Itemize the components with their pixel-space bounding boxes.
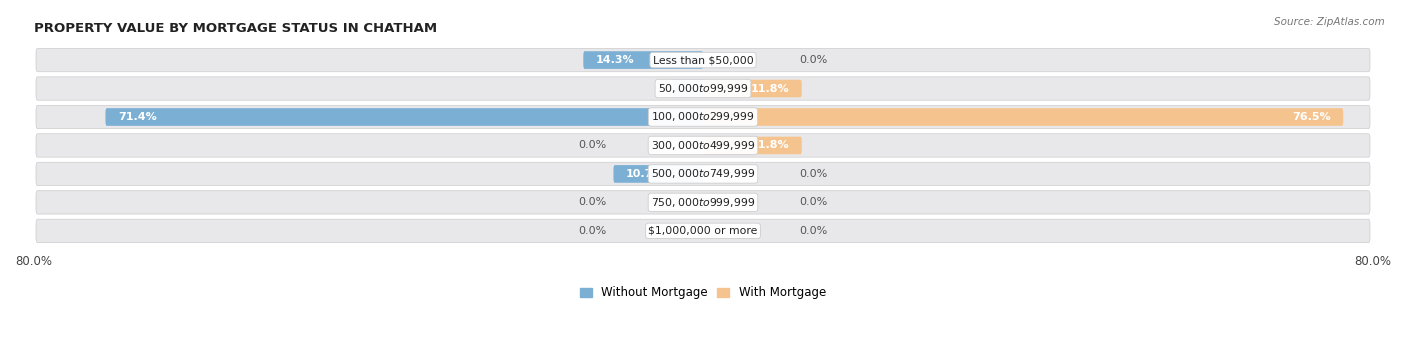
FancyBboxPatch shape <box>37 48 1369 72</box>
Text: 3.6%: 3.6% <box>686 84 716 94</box>
Text: $1,000,000 or more: $1,000,000 or more <box>648 226 758 236</box>
Text: 0.0%: 0.0% <box>578 198 607 207</box>
Text: PROPERTY VALUE BY MORTGAGE STATUS IN CHATHAM: PROPERTY VALUE BY MORTGAGE STATUS IN CHA… <box>34 22 437 35</box>
FancyBboxPatch shape <box>37 105 1369 129</box>
Text: 0.0%: 0.0% <box>799 55 828 65</box>
FancyBboxPatch shape <box>105 108 703 126</box>
Text: $300,000 to $499,999: $300,000 to $499,999 <box>651 139 755 152</box>
Text: $100,000 to $299,999: $100,000 to $299,999 <box>651 110 755 123</box>
Text: 14.3%: 14.3% <box>596 55 634 65</box>
Text: $750,000 to $999,999: $750,000 to $999,999 <box>651 196 755 209</box>
Text: 11.8%: 11.8% <box>751 84 789 94</box>
FancyBboxPatch shape <box>703 80 801 97</box>
Text: 71.4%: 71.4% <box>118 112 157 122</box>
Text: 11.8%: 11.8% <box>751 140 789 151</box>
FancyBboxPatch shape <box>583 51 703 69</box>
FancyBboxPatch shape <box>37 77 1369 100</box>
Text: Less than $50,000: Less than $50,000 <box>652 55 754 65</box>
FancyBboxPatch shape <box>673 80 703 97</box>
Text: 0.0%: 0.0% <box>799 226 828 236</box>
Text: 0.0%: 0.0% <box>799 198 828 207</box>
Text: 0.0%: 0.0% <box>799 169 828 179</box>
FancyBboxPatch shape <box>703 137 801 154</box>
Text: 10.7%: 10.7% <box>626 169 665 179</box>
Text: Source: ZipAtlas.com: Source: ZipAtlas.com <box>1274 17 1385 27</box>
FancyBboxPatch shape <box>703 108 1343 126</box>
Text: 0.0%: 0.0% <box>578 226 607 236</box>
Text: $500,000 to $749,999: $500,000 to $749,999 <box>651 167 755 181</box>
Text: 76.5%: 76.5% <box>1292 112 1330 122</box>
FancyBboxPatch shape <box>37 191 1369 214</box>
Legend: Without Mortgage, With Mortgage: Without Mortgage, With Mortgage <box>575 282 831 304</box>
FancyBboxPatch shape <box>37 162 1369 186</box>
FancyBboxPatch shape <box>37 219 1369 242</box>
FancyBboxPatch shape <box>37 134 1369 157</box>
Text: 0.0%: 0.0% <box>578 140 607 151</box>
FancyBboxPatch shape <box>613 165 703 183</box>
Text: $50,000 to $99,999: $50,000 to $99,999 <box>658 82 748 95</box>
